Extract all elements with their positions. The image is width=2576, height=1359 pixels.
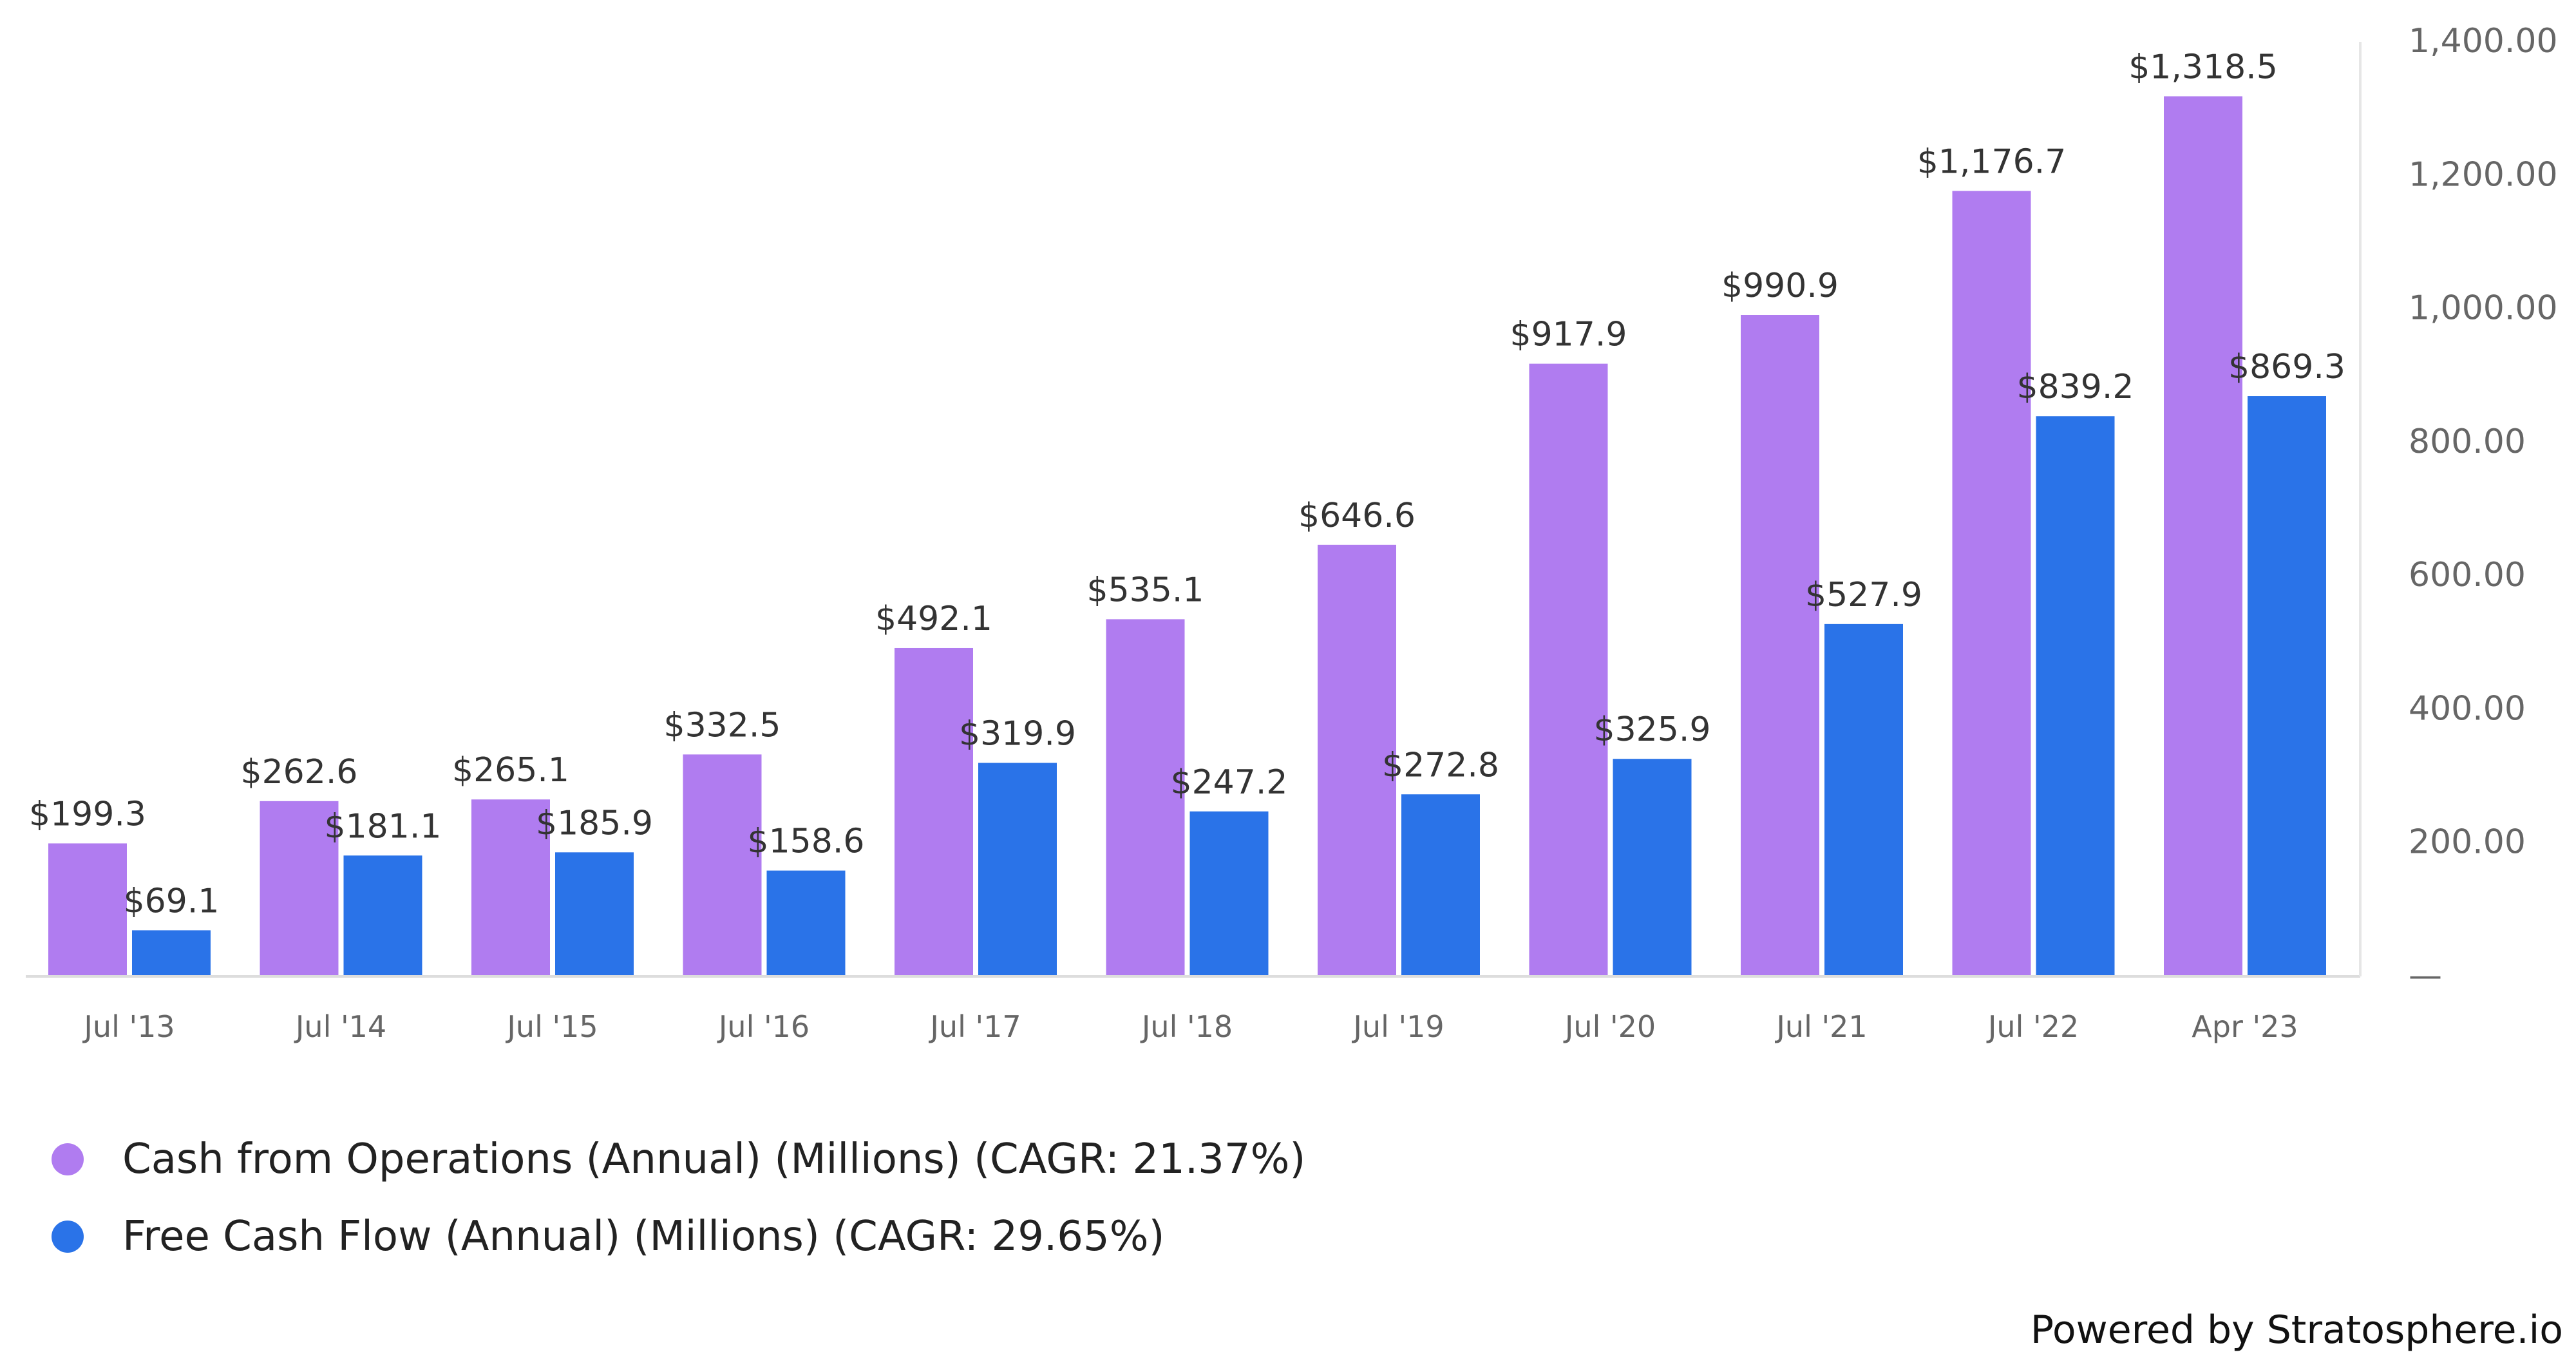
bar-free-cash-flow-9 [2036,416,2115,976]
bar-free-cash-flow-0 [132,930,211,976]
x-tick-label: Jul '21 [1774,1009,1867,1044]
legend-swatch-cash-from-operations [52,1143,84,1175]
bar-chart: $199.3 $69.1 $262.6 $181.1 $265.1 $185.9 $332.… [26,22,2558,1044]
bar-free-cash-flow-8 [1824,623,1903,976]
y-tick-label: — [2409,956,2442,995]
y-tick-label: 400.00 [2409,689,2526,728]
x-tick-label: Jul '15 [505,1009,598,1044]
x-tick-label: Jul '17 [928,1009,1021,1044]
x-tick-label: Jul '13 [82,1009,175,1044]
bar-cash-from-operations-7 [1529,363,1608,976]
bar-cash-from-operations-1 [260,801,339,976]
data-label-cash-from-operations-0: $199.3 [29,795,146,833]
bar-cash-from-operations-8 [1741,315,1819,976]
data-label-cash-from-operations-3: $332.5 [664,706,781,745]
x-axis-ticks: Jul '13 Jul '14 Jul '15 Jul '16 Jul '17 Jul '… [82,1009,2298,1044]
data-label-cash-from-operations-10: $1,318.5 [2128,48,2278,86]
y-tick-label: 800.00 [2409,423,2526,461]
bar-free-cash-flow-3 [766,870,846,976]
y-tick-label: 1,400.00 [2409,22,2558,61]
data-label-free-cash-flow-1: $181.1 [325,807,442,846]
data-label-free-cash-flow-8: $527.9 [1805,576,1922,614]
data-label-cash-from-operations-4: $492.1 [875,600,992,638]
bar-free-cash-flow-2 [555,852,634,976]
legend-label-cash-from-operations: Cash from Operations (Annual) (Millions)… [122,1136,1306,1183]
bar-cash-from-operations-2 [471,799,550,976]
bar-cash-from-operations-0 [48,843,127,976]
data-label-cash-from-operations-8: $990.9 [1721,267,1839,305]
chart-value-labels: $199.3 $69.1 $262.6 $181.1 $265.1 $185.9 $332.… [29,48,2345,920]
x-tick-label: Jul '18 [1140,1009,1233,1044]
legend-item-free-cash-flow: Free Cash Flow (Annual) (Millions) (CAGR… [52,1198,1305,1275]
y-tick-label: 1,000.00 [2409,289,2558,328]
bar-free-cash-flow-7 [1613,759,1692,976]
bar-cash-from-operations-5 [1106,619,1185,976]
x-tick-label: Jul '19 [1351,1009,1444,1044]
x-tick-label: Jul '14 [294,1009,386,1044]
bar-free-cash-flow-10 [2248,396,2326,976]
data-label-free-cash-flow-0: $69.1 [124,882,220,920]
bar-free-cash-flow-5 [1189,811,1269,976]
data-label-cash-from-operations-1: $262.6 [241,753,358,792]
bar-cash-from-operations-3 [683,754,762,976]
data-label-free-cash-flow-9: $839.2 [2017,368,2134,406]
y-tick-label: 600.00 [2409,556,2526,594]
data-label-free-cash-flow-5: $247.2 [1171,763,1288,802]
bar-cash-from-operations-10 [2164,96,2242,976]
bar-free-cash-flow-1 [343,855,422,976]
legend-item-cash-from-operations: Cash from Operations (Annual) (Millions)… [52,1121,1305,1198]
bar-cash-from-operations-6 [1318,544,1396,976]
y-tick-label: 1,200.00 [2409,155,2558,194]
x-tick-label: Apr '23 [2192,1009,2298,1044]
powered-by-credit: Powered by Stratosphere.io [2030,1307,2563,1353]
bar-cash-from-operations-9 [1952,191,2031,976]
y-tick-label: 200.00 [2409,823,2526,862]
bar-free-cash-flow-6 [1401,794,1480,976]
legend-swatch-free-cash-flow [52,1221,84,1253]
x-tick-label: Jul '22 [1986,1009,2079,1044]
bar-cash-from-operations-4 [895,647,973,976]
data-label-cash-from-operations-5: $535.1 [1087,571,1204,609]
data-label-cash-from-operations-7: $917.9 [1510,316,1627,354]
data-label-cash-from-operations-9: $1,176.7 [1917,142,2067,181]
data-label-free-cash-flow-7: $325.9 [1594,710,1711,749]
y-axis-ticks: — 200.00 400.00 600.00 800.00 1,000.00 1,200.0… [2409,22,2558,995]
data-label-cash-from-operations-2: $265.1 [452,751,569,790]
data-label-free-cash-flow-4: $319.9 [959,714,1076,753]
data-label-free-cash-flow-3: $158.6 [748,822,865,861]
chart-bars [48,96,2326,976]
data-label-free-cash-flow-2: $185.9 [536,804,653,842]
x-tick-label: Jul '16 [717,1009,810,1044]
data-label-cash-from-operations-6: $646.6 [1298,497,1416,535]
data-label-free-cash-flow-6: $272.8 [1382,746,1499,784]
legend: Cash from Operations (Annual) (Millions)… [52,1121,1305,1275]
x-tick-label: Jul '20 [1563,1009,1656,1044]
data-label-free-cash-flow-10: $869.3 [2228,348,2345,386]
legend-label-free-cash-flow: Free Cash Flow (Annual) (Millions) (CAGR… [122,1213,1165,1260]
bar-free-cash-flow-4 [978,763,1057,976]
